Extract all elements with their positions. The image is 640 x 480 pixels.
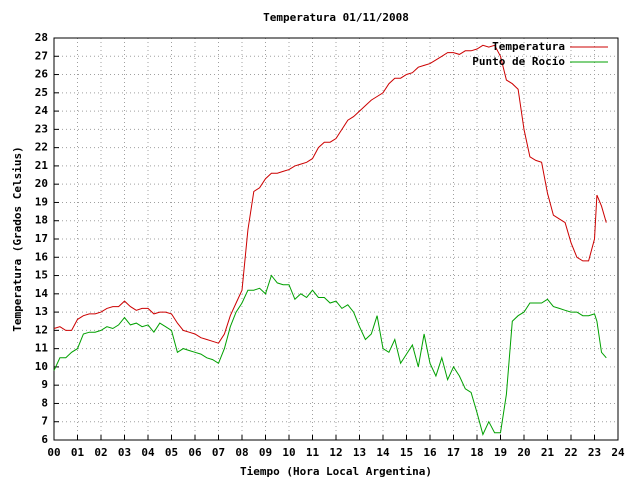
y-axis-label: Temperatura (Grados Celsius) [11,146,24,331]
x-tick-label: 09 [259,446,272,459]
x-tick-label: 07 [212,446,225,459]
y-tick-label: 9 [41,378,48,391]
y-tick-label: 12 [35,323,48,336]
x-tick-label: 23 [588,446,601,459]
x-tick-label: 21 [541,446,555,459]
series-line [53,274,607,436]
x-tick-label: 08 [235,446,248,459]
y-tick-label: 6 [41,433,48,446]
x-tick-label: 02 [94,446,107,459]
chart-title: Temperatura 01/11/2008 [263,11,409,24]
x-tick-label: 03 [118,446,131,459]
y-tick-label: 25 [35,86,48,99]
x-tick-label: 19 [494,446,507,459]
x-tick-label: 16 [423,446,437,459]
x-tick-label: 10 [282,446,295,459]
x-tick-label: 14 [376,446,390,459]
y-tick-label: 17 [35,232,48,245]
y-tick-label: 16 [35,250,49,263]
y-tick-label: 22 [35,141,48,154]
x-tick-label: 22 [564,446,577,459]
y-tick-label: 19 [35,195,48,208]
x-axis-label: Tiempo (Hora Local Argentina) [240,465,432,478]
x-tick-label: 24 [611,446,625,459]
x-tick-label: 06 [188,446,202,459]
y-tick-label: 28 [35,31,48,44]
x-tick-label: 17 [447,446,460,459]
plot-border [53,37,619,441]
x-tick-label: 20 [517,446,530,459]
x-tick-label: 13 [353,446,366,459]
y-tick-label: 10 [35,360,48,373]
legend-label: Punto de Rocío [472,55,565,68]
x-tick-label: 18 [470,446,483,459]
y-tick-label: 15 [35,269,48,282]
y-tick-label: 14 [35,287,49,300]
y-tick-label: 23 [35,122,48,135]
y-tick-label: 8 [41,396,48,409]
series-line [53,44,607,344]
x-tick-label: 11 [306,446,320,459]
y-tick-label: 27 [35,49,48,62]
x-tick-label: 15 [400,446,413,459]
x-tick-label: 05 [165,446,178,459]
y-tick-label: 11 [35,342,49,355]
x-tick-label: 12 [329,446,342,459]
y-tick-label: 24 [35,104,49,117]
y-tick-label: 21 [35,159,49,172]
x-tick-label: 00 [47,446,60,459]
y-tick-label: 20 [35,177,48,190]
x-tick-label: 01 [71,446,85,459]
y-tick-label: 18 [35,214,48,227]
y-tick-label: 13 [35,305,48,318]
x-tick-label: 04 [141,446,155,459]
y-tick-label: 26 [35,68,49,81]
y-tick-label: 7 [41,415,48,428]
legend-label: Temperatura [492,40,565,53]
